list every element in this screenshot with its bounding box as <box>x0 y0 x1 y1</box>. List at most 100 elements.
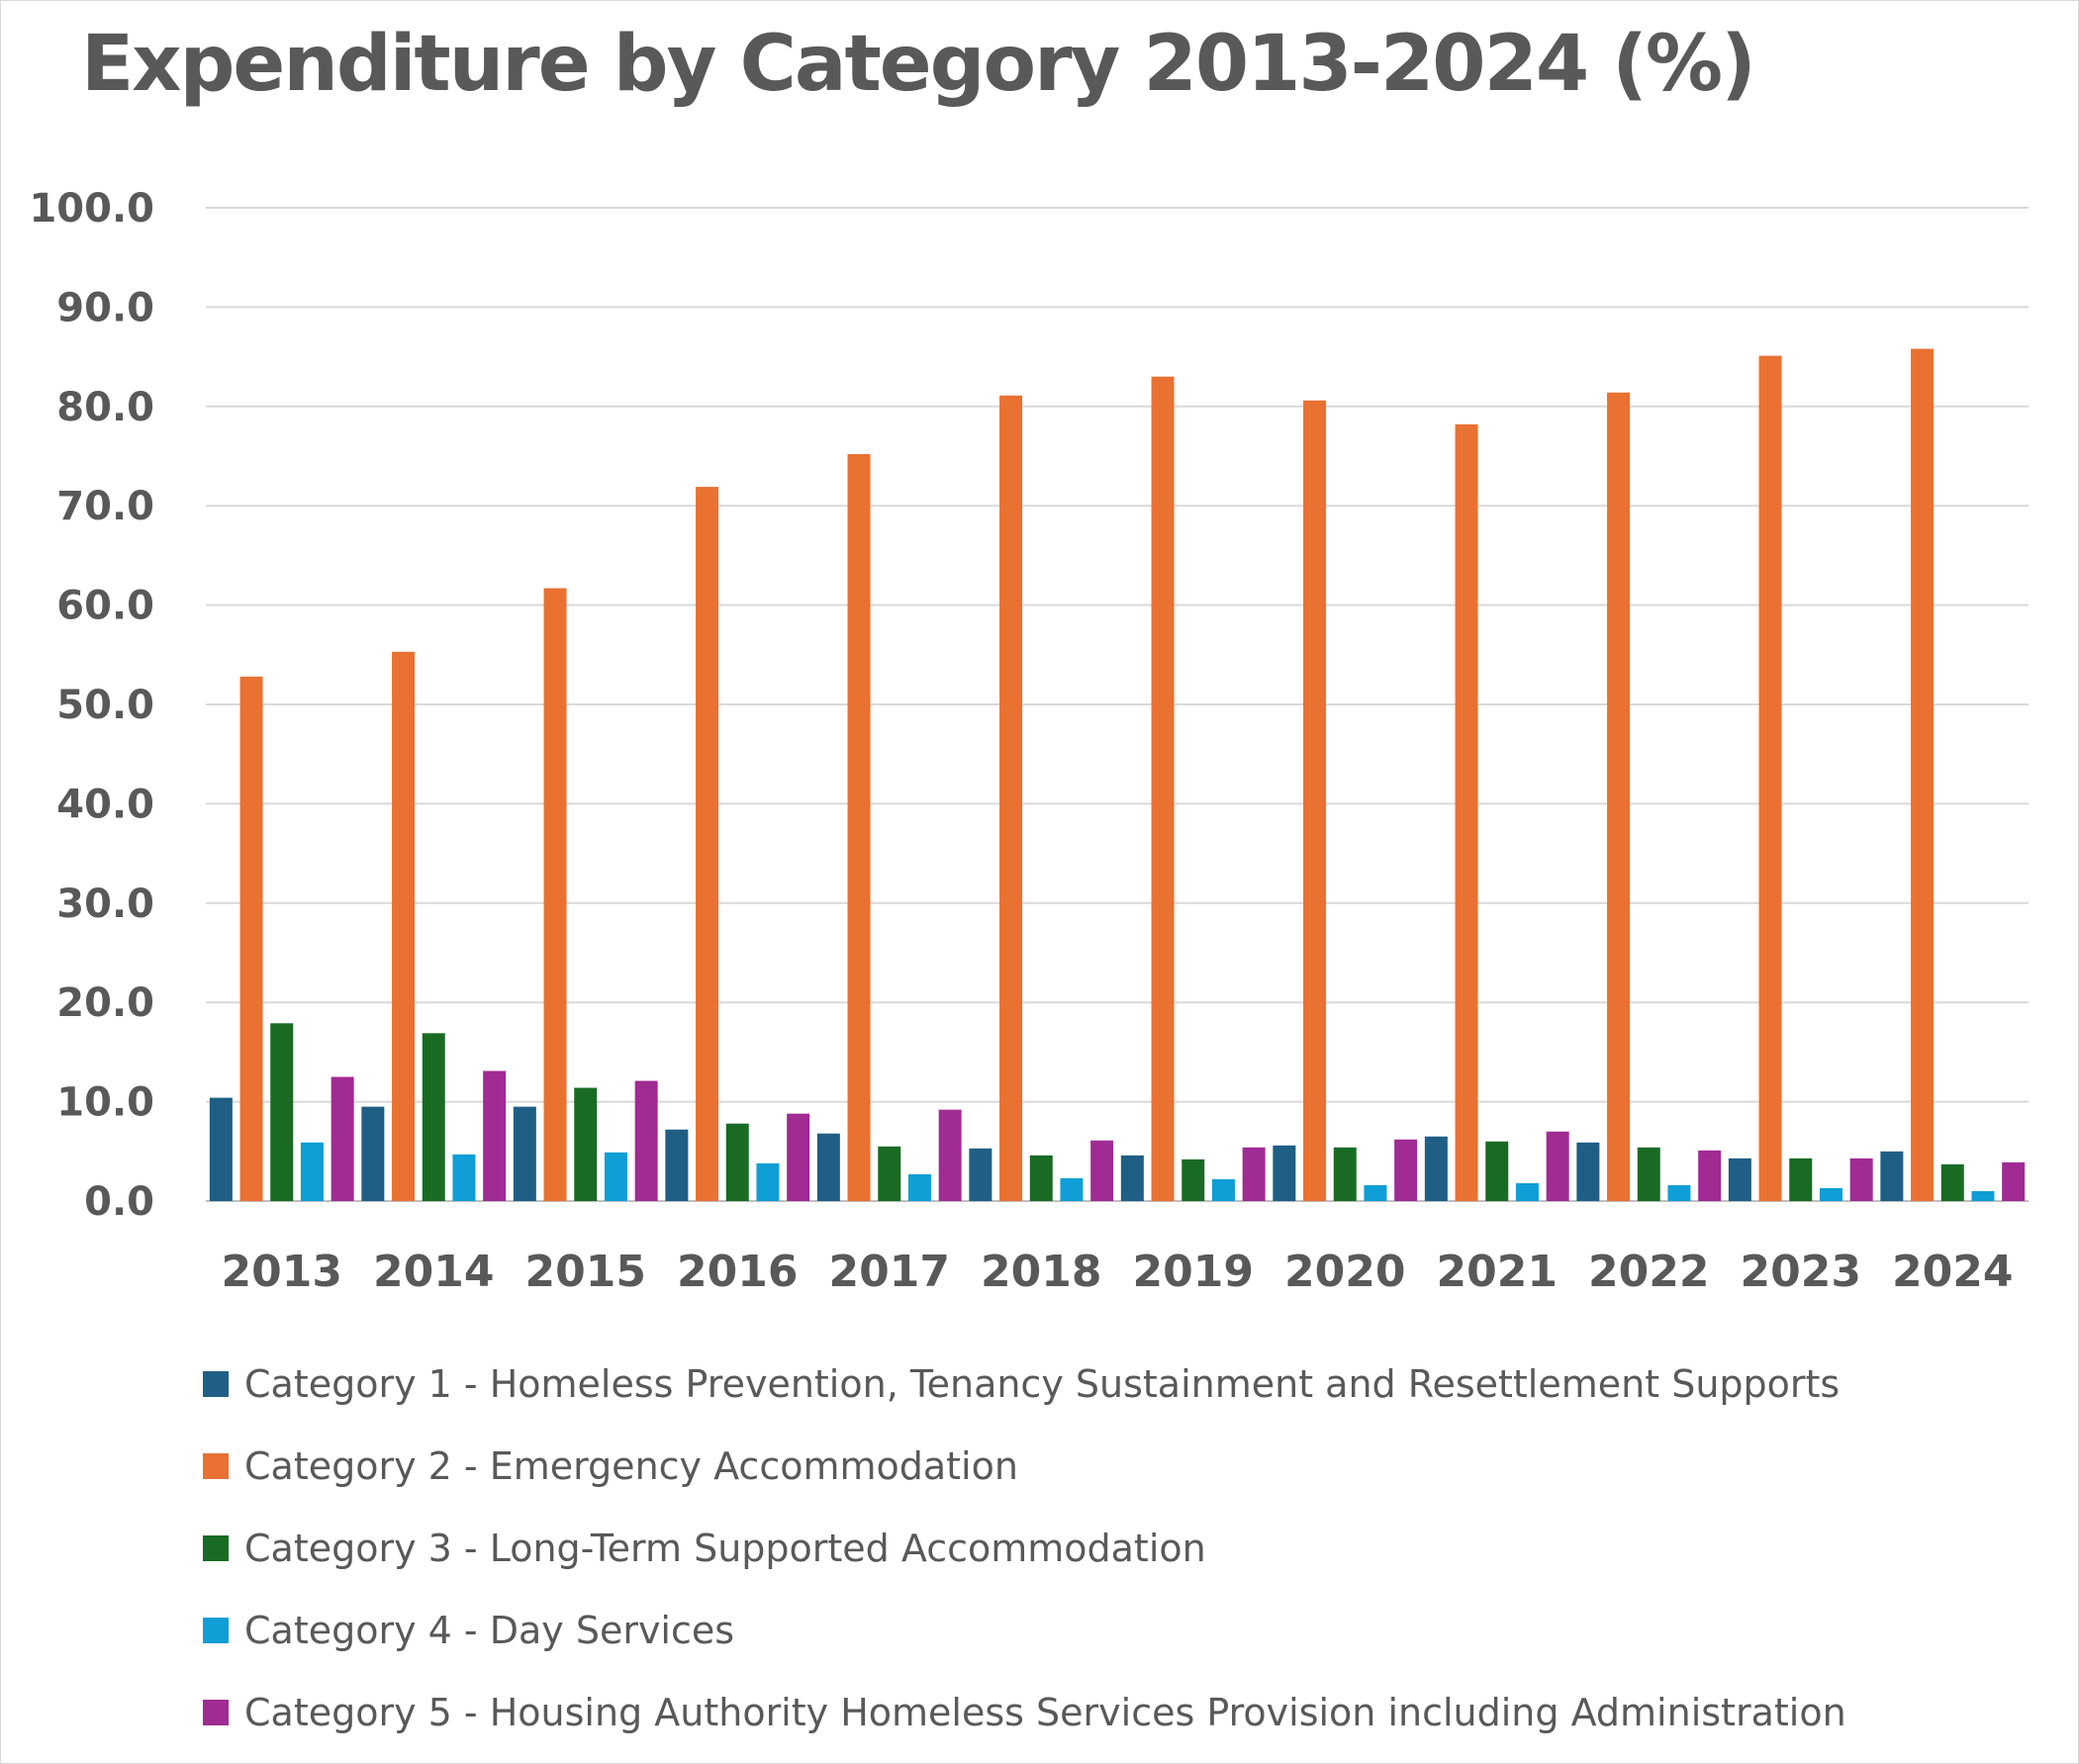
x-tick-label: 2017 <box>829 1247 950 1297</box>
bar-2024-series-1 <box>1880 1151 1904 1201</box>
bars <box>209 348 2026 1202</box>
legend-label: Category 5 - Housing Authority Homeless … <box>244 1690 1846 1734</box>
x-tick-label: 2016 <box>677 1247 798 1297</box>
bar-2024-series-3 <box>1940 1163 1964 1201</box>
bar-2024-series-5 <box>2002 1161 2026 1201</box>
chart-title: Expenditure by Category 2013-2024 (%) <box>81 20 1756 109</box>
bar-2015-series-1 <box>513 1106 536 1201</box>
bar-2017-series-2 <box>847 453 871 1201</box>
bar-2019-series-2 <box>1151 376 1175 1201</box>
x-tick-label: 2013 <box>222 1247 342 1297</box>
bar-2021-series-1 <box>1424 1136 1448 1201</box>
bar-2019-series-4 <box>1211 1178 1235 1201</box>
y-tick-label: 90.0 <box>56 285 154 330</box>
bar-2018-series-1 <box>969 1148 992 1201</box>
bar-2021-series-3 <box>1485 1141 1509 1201</box>
bar-2021-series-2 <box>1455 423 1478 1201</box>
bar-2014-series-4 <box>452 1154 476 1201</box>
bar-2015-series-4 <box>604 1152 627 1201</box>
bar-2020-series-3 <box>1333 1147 1357 1201</box>
legend-label: Category 1 - Homeless Prevention, Tenanc… <box>244 1361 1841 1406</box>
bar-2022-series-5 <box>1698 1150 1722 1201</box>
legend-item: Category 4 - Day Services <box>203 1589 1846 1671</box>
bar-2023-series-3 <box>1789 1158 1813 1201</box>
legend-label: Category 3 - Long-Term Supported Accommo… <box>244 1526 1206 1570</box>
y-tick-label: 50.0 <box>56 683 154 728</box>
bar-2020-series-1 <box>1273 1145 1296 1201</box>
legend-item: Category 3 - Long-Term Supported Accommo… <box>203 1507 1846 1589</box>
bar-2019-series-3 <box>1181 1159 1205 1201</box>
legend-swatch <box>203 1617 229 1643</box>
bar-2017-series-4 <box>907 1173 931 1201</box>
x-tick-label: 2014 <box>373 1247 494 1297</box>
x-tick-label: 2018 <box>981 1247 1101 1297</box>
bar-2018-series-2 <box>999 395 1023 1202</box>
bar-2024-series-2 <box>1911 348 1935 1201</box>
bar-2022-series-4 <box>1667 1184 1691 1201</box>
bar-2016-series-1 <box>665 1129 689 1201</box>
bar-2021-series-4 <box>1515 1182 1539 1201</box>
bar-2014-series-3 <box>422 1033 445 1201</box>
bar-2018-series-5 <box>1090 1140 1114 1201</box>
bar-2015-series-2 <box>543 588 567 1201</box>
bar-2014-series-1 <box>361 1106 385 1201</box>
bar-2016-series-2 <box>696 487 719 1201</box>
legend-swatch <box>203 1534 229 1561</box>
bar-2023-series-2 <box>1758 355 1782 1201</box>
bar-2024-series-4 <box>1971 1190 1995 1201</box>
bar-2023-series-1 <box>1728 1158 1751 1201</box>
x-tick-label: 2015 <box>525 1247 646 1297</box>
y-tick-label: 80.0 <box>56 385 154 430</box>
x-tick-label: 2024 <box>1892 1247 2013 1297</box>
bar-2013-series-5 <box>331 1076 354 1201</box>
bar-2013-series-1 <box>209 1097 233 1201</box>
bar-2019-series-1 <box>1120 1155 1144 1201</box>
bar-2016-series-5 <box>787 1113 810 1201</box>
bar-2022-series-3 <box>1637 1147 1660 1201</box>
x-axis-ticks: 2013 2014 2015 2016 2017 2018 2019 2020 2021 2022… <box>222 1247 2014 1297</box>
bar-2015-series-3 <box>574 1087 598 1201</box>
bar-2022-series-2 <box>1607 392 1631 1201</box>
bar-2013-series-4 <box>300 1142 324 1201</box>
y-tick-label: 10.0 <box>56 1080 154 1126</box>
legend-label: Category 2 - Emergency Accommodation <box>244 1443 1018 1488</box>
x-tick-label: 2022 <box>1588 1247 1709 1297</box>
legend: Category 1 - Homeless Prevention, Tenanc… <box>203 1343 1846 1753</box>
gridlines <box>206 207 2029 1202</box>
bar-2018-series-4 <box>1060 1177 1084 1201</box>
x-tick-label: 2023 <box>1741 1247 1861 1297</box>
y-tick-label: 0.0 <box>84 1179 154 1225</box>
legend-item: Category 2 - Emergency Accommodation <box>203 1425 1846 1507</box>
bar-2016-series-3 <box>725 1123 749 1201</box>
bar-2017-series-1 <box>816 1133 840 1201</box>
y-tick-label: 60.0 <box>56 584 154 629</box>
legend-swatch <box>203 1452 229 1479</box>
bar-2013-series-3 <box>270 1023 294 1201</box>
bar-2020-series-4 <box>1364 1184 1387 1201</box>
legend-swatch <box>203 1699 229 1725</box>
bar-2019-series-5 <box>1242 1147 1266 1201</box>
x-tick-label: 2021 <box>1437 1247 1558 1297</box>
bar-2017-series-5 <box>938 1109 962 1201</box>
y-tick-label: 40.0 <box>56 782 154 827</box>
legend-item: Category 5 - Housing Authority Homeless … <box>203 1671 1846 1753</box>
bar-2021-series-5 <box>1546 1131 1569 1201</box>
x-tick-label: 2020 <box>1284 1247 1405 1297</box>
y-tick-label: 70.0 <box>56 484 154 529</box>
y-tick-label: 20.0 <box>56 980 154 1026</box>
bar-2014-series-2 <box>392 651 416 1201</box>
y-tick-label: 30.0 <box>56 882 154 927</box>
bar-2013-series-2 <box>239 676 263 1201</box>
bar-2022-series-1 <box>1576 1142 1600 1201</box>
bar-2014-series-5 <box>483 1070 507 1201</box>
legend-item: Category 1 - Homeless Prevention, Tenanc… <box>203 1343 1846 1425</box>
bar-2023-series-4 <box>1819 1187 1843 1201</box>
x-tick-label: 2019 <box>1133 1247 1254 1297</box>
y-tick-label: 100.0 <box>29 186 154 232</box>
bar-2020-series-5 <box>1394 1139 1418 1201</box>
bar-2018-series-3 <box>1029 1155 1053 1201</box>
y-axis-ticks: 0.0 10.0 20.0 30.0 40.0 50.0 60.0 70.0 80.0 90.0 1… <box>29 186 154 1225</box>
bar-2017-series-3 <box>878 1146 901 1201</box>
